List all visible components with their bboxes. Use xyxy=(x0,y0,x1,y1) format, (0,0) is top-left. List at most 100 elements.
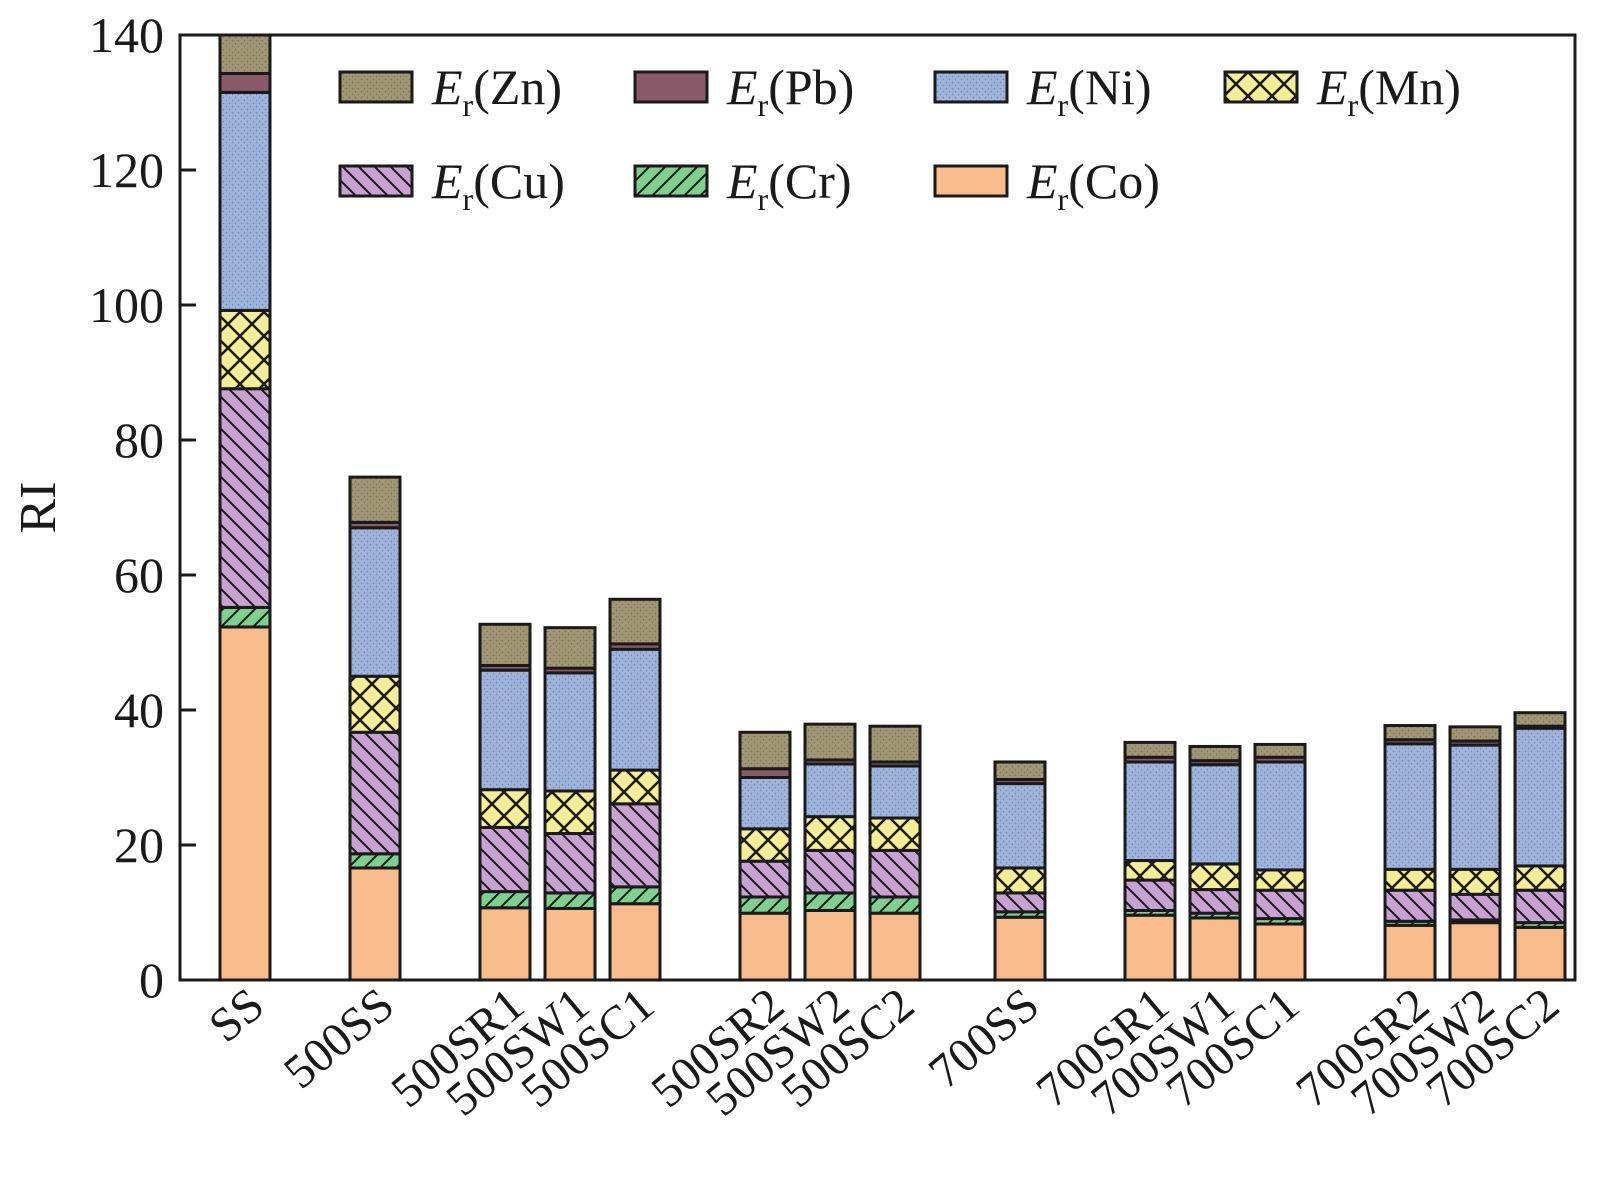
bar-segment-ss-mn xyxy=(218,308,272,391)
bar-segment-700sr1-co xyxy=(1123,913,1177,982)
bar-segment-700sw2-ni xyxy=(1448,743,1502,871)
x-axis-category-labels: SS 500SS500SR1500SW1500SC1500SR2500SW2500… xyxy=(199,978,1569,1127)
bar-segment-500sc2-mn xyxy=(868,816,922,852)
bar-segment-700ss-co xyxy=(993,915,1047,982)
bar-segment-700sc1-co xyxy=(1253,922,1307,982)
bar-segment-500sw2-mn xyxy=(803,815,857,852)
bar-segment-700sw2-cu xyxy=(1448,892,1502,922)
bar-stack-700sr2 xyxy=(1383,724,1437,982)
bar-segment-ss-ni xyxy=(218,90,272,312)
bar-segment-700sw1-co xyxy=(1188,916,1242,982)
bar-segment-500sr2-ni xyxy=(738,776,792,831)
bar-segment-700sw1-ni xyxy=(1188,763,1242,866)
bar-stack-700sw2 xyxy=(1448,725,1502,982)
bar-segment-700sc1-zn xyxy=(1253,742,1307,759)
bar-segment-500sr1-ni xyxy=(478,668,532,792)
bar-segment-500sc2-zn xyxy=(868,724,922,764)
legend-label: Er(Cr) xyxy=(726,153,852,217)
bar-segment-500sr2-mn xyxy=(738,827,792,863)
bar-segment-700sw2-co xyxy=(1448,921,1502,982)
bar-segment-500sr1-zn xyxy=(478,622,532,667)
legend-swatch xyxy=(933,164,1009,198)
bar-stack-500ss xyxy=(348,475,402,982)
bar-segment-700sc2-zn xyxy=(1513,711,1567,728)
bar-segment-500sr2-cr xyxy=(738,895,792,915)
bar-stack-500sw1 xyxy=(543,626,597,982)
bar-segment-700sw1-cu xyxy=(1188,888,1242,915)
legend-item-cr: Er(Cr) xyxy=(633,153,852,217)
x-category-label: SS xyxy=(199,978,274,1053)
bar-segment-500sr1-cr xyxy=(478,890,532,910)
bar-segment-700sc2-mn xyxy=(1513,864,1567,892)
bar-segment-700sr1-ni xyxy=(1123,760,1177,863)
bar-segment-500sr1-cu xyxy=(478,825,532,894)
bar-segment-500sc2-cr xyxy=(868,895,922,915)
legend-item-pb: Er(Pb) xyxy=(633,59,854,123)
bar-stack-500sr2 xyxy=(738,730,792,982)
legend-label: Er(Ni) xyxy=(1026,59,1152,123)
bar-segment-500sw2-zn xyxy=(803,722,857,762)
bar-segment-ss-cr xyxy=(218,605,272,629)
legend-swatch xyxy=(933,70,1009,104)
bar-stack-700sc1 xyxy=(1253,742,1307,982)
bar-segment-700sr2-mn xyxy=(1383,867,1437,892)
y-tick-label: 80 xyxy=(114,412,164,468)
legend-swatch xyxy=(1223,70,1299,104)
bar-segment-700sr2-ni xyxy=(1383,742,1437,871)
y-tick-label: 140 xyxy=(89,7,164,63)
legend: Er(Zn) Er(Pb) Er(Ni) Er(Mn) Er(Cu) Er(Cr) Er(C… xyxy=(338,59,1461,217)
bar-stack-700sc2 xyxy=(1513,711,1567,982)
bar-segment-500sc1-cr xyxy=(608,885,662,906)
bar-segment-700sc1-cu xyxy=(1253,888,1307,921)
bar-segment-500sw1-cr xyxy=(543,891,597,910)
bar-segment-500ss-cr xyxy=(348,852,402,870)
bar-segment-500sr2-co xyxy=(738,911,792,982)
bar-stack-ss xyxy=(218,33,272,982)
legend-item-co: Er(Co) xyxy=(933,153,1160,217)
bars-layer xyxy=(218,33,1567,982)
legend-swatch xyxy=(338,70,414,104)
bar-segment-ss-zn xyxy=(218,33,272,75)
y-tick-label: 20 xyxy=(114,817,164,873)
bar-segment-700sr2-cu xyxy=(1383,888,1437,923)
bar-stack-500sc1 xyxy=(608,597,662,982)
bar-segment-500sr2-zn xyxy=(738,730,792,771)
plot-area-frame xyxy=(178,33,1577,982)
bar-segment-700ss-mn xyxy=(993,866,1047,895)
bar-segment-500sw1-zn xyxy=(543,626,597,670)
legend-swatch xyxy=(633,164,709,198)
bar-segment-700ss-cu xyxy=(993,891,1047,914)
bar-segment-500sc2-co xyxy=(868,911,922,982)
bar-segment-500ss-mn xyxy=(348,674,402,734)
legend-item-cu: Er(Cu) xyxy=(338,153,565,217)
bar-stack-700sw1 xyxy=(1188,744,1242,982)
bar-segment-500ss-co xyxy=(348,866,402,982)
legend-label: Er(Mn) xyxy=(1316,59,1461,123)
legend-swatch xyxy=(633,70,709,104)
bar-segment-500ss-zn xyxy=(348,475,402,524)
bar-segment-700sc1-ni xyxy=(1253,760,1307,872)
legend-label: Er(Co) xyxy=(1026,153,1160,217)
y-tick-label: 100 xyxy=(89,277,164,333)
bar-segment-500sr1-mn xyxy=(478,788,532,829)
bar-segment-700sc2-co xyxy=(1513,925,1567,982)
bar-stack-500sr1 xyxy=(478,622,532,982)
bar-segment-500ss-ni xyxy=(348,526,402,678)
bar-segment-500sw1-co xyxy=(543,906,597,982)
y-axis: 0 20 40 60 80 100 120 140 xyxy=(89,7,196,1008)
bar-stack-500sw2 xyxy=(803,722,857,982)
bar-stack-700sr1 xyxy=(1123,740,1177,982)
bar-segment-500sr1-co xyxy=(478,906,532,982)
bar-segment-700sr1-zn xyxy=(1123,740,1177,759)
bar-segment-700sc2-cu xyxy=(1513,888,1567,925)
bar-segment-500sw2-cu xyxy=(803,848,857,895)
y-tick-label: 120 xyxy=(89,142,164,198)
legend-item-zn: Er(Zn) xyxy=(338,59,562,123)
bar-segment-ss-pb xyxy=(218,71,272,94)
bar-segment-500sc1-mn xyxy=(608,768,662,806)
y-axis-title: RI xyxy=(10,482,67,534)
legend-item-ni: Er(Ni) xyxy=(933,59,1152,123)
bar-stack-700ss xyxy=(993,760,1047,982)
bar-segment-ss-cu xyxy=(218,387,272,609)
